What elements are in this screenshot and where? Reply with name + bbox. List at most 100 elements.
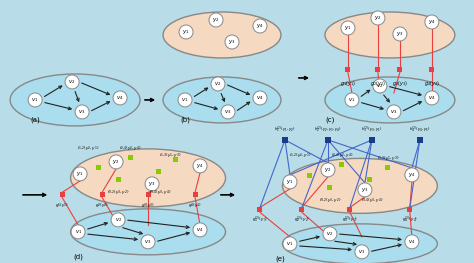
Bar <box>397 67 402 72</box>
Text: $g_3(y_3)$: $g_3(y_3)$ <box>141 201 155 209</box>
Text: $g_4(y_4)$: $g_4(y_4)$ <box>188 201 202 209</box>
Text: $y_1$: $y_1$ <box>76 170 84 178</box>
Bar <box>347 207 353 212</box>
Circle shape <box>253 91 267 105</box>
Bar <box>257 207 263 212</box>
Circle shape <box>221 105 235 119</box>
Ellipse shape <box>283 158 438 213</box>
Circle shape <box>225 35 239 49</box>
Text: $v_3$: $v_3$ <box>358 248 365 256</box>
Circle shape <box>341 21 355 35</box>
Circle shape <box>109 155 123 169</box>
Circle shape <box>345 93 359 107</box>
Text: $v_2$: $v_2$ <box>115 216 122 224</box>
Text: $v_3$: $v_3$ <box>145 238 152 246</box>
Text: $v_1$: $v_1$ <box>348 96 356 104</box>
Text: $g_2(y_2)$: $g_2(y_2)$ <box>95 201 109 209</box>
Text: $f_{2,4}(y_2,y_4)$: $f_{2,4}(y_2,y_4)$ <box>119 144 141 152</box>
Bar <box>417 137 423 143</box>
Ellipse shape <box>163 12 281 58</box>
Bar <box>367 177 373 182</box>
Text: (b): (b) <box>180 117 190 123</box>
Text: $f_{1,3}(y_1,y_3)$: $f_{1,3}(y_1,y_3)$ <box>159 151 181 159</box>
Text: $v_1$: $v_1$ <box>286 240 293 248</box>
Circle shape <box>355 245 369 259</box>
Ellipse shape <box>71 149 226 207</box>
Text: $y_4$: $y_4$ <box>196 162 204 170</box>
Text: $h_1^{(2)}(y_1,y_2)$: $h_1^{(2)}(y_1,y_2)$ <box>274 125 296 135</box>
Text: $g_4^{(2)}(y_4)$: $g_4^{(2)}(y_4)$ <box>402 215 418 225</box>
Bar <box>173 157 178 162</box>
Circle shape <box>178 93 192 107</box>
Bar <box>346 67 350 72</box>
Text: $y_2$: $y_2$ <box>112 158 120 166</box>
Circle shape <box>65 75 79 89</box>
Ellipse shape <box>283 224 438 263</box>
Circle shape <box>373 79 387 93</box>
Circle shape <box>358 183 372 197</box>
Text: $v_3$: $v_3$ <box>390 108 398 116</box>
Text: $g_4(y_4)$: $g_4(y_4)$ <box>424 79 440 88</box>
Bar <box>325 137 331 143</box>
Text: $f_{3,4}(y_3,y_4)$: $f_{3,4}(y_3,y_4)$ <box>361 196 383 204</box>
Text: $g_1(y_1)$: $g_1(y_1)$ <box>55 201 69 209</box>
Circle shape <box>323 227 337 241</box>
Text: $y_3$: $y_3$ <box>148 180 156 188</box>
Text: $h_4^{(2)}(y_4,y_5)$: $h_4^{(2)}(y_4,y_5)$ <box>409 125 431 135</box>
Ellipse shape <box>163 77 281 123</box>
Ellipse shape <box>71 209 226 255</box>
Text: $y_4$: $y_4$ <box>428 18 436 26</box>
Ellipse shape <box>325 12 455 58</box>
Bar <box>192 192 198 197</box>
Text: $v_4$: $v_4$ <box>116 94 124 102</box>
Text: $f_{1,3}(y_1,y_3)$: $f_{1,3}(y_1,y_3)$ <box>377 154 399 162</box>
Text: (c): (c) <box>325 117 335 123</box>
Text: (e): (e) <box>275 256 285 262</box>
Text: $g_3(y_3)$: $g_3(y_3)$ <box>392 79 408 88</box>
Circle shape <box>141 235 155 249</box>
Text: $v_2$: $v_2$ <box>68 78 76 86</box>
Circle shape <box>73 167 87 181</box>
Bar <box>339 162 345 167</box>
Text: $g_2(y_2)$: $g_2(y_2)$ <box>370 79 386 88</box>
Text: $g_2^{(2)}(y_2)$: $g_2^{(2)}(y_2)$ <box>294 215 310 225</box>
Text: $v_2$: $v_2$ <box>327 230 334 238</box>
Text: (d): (d) <box>73 254 83 260</box>
Ellipse shape <box>10 74 140 126</box>
Circle shape <box>28 93 42 107</box>
Text: $f_{3,4}(y_3,y_4)$: $f_{3,4}(y_3,y_4)$ <box>149 188 171 196</box>
Ellipse shape <box>325 77 455 123</box>
Circle shape <box>283 237 297 251</box>
Bar <box>308 173 312 178</box>
Text: $y_1$: $y_1$ <box>182 28 190 36</box>
Circle shape <box>283 175 297 189</box>
Circle shape <box>393 27 407 41</box>
Bar <box>155 169 161 174</box>
Bar <box>100 192 105 197</box>
Text: $h_3^{(2)}(y_3,y_1)$: $h_3^{(2)}(y_3,y_1)$ <box>361 125 383 135</box>
Text: $f_{1,2}(y_2,y_1)$: $f_{1,2}(y_2,y_1)$ <box>289 151 311 159</box>
Bar <box>282 137 288 143</box>
Bar <box>300 207 304 212</box>
Circle shape <box>211 77 225 91</box>
Bar <box>328 185 332 190</box>
Circle shape <box>253 19 267 33</box>
Bar <box>116 177 120 182</box>
Text: $y_3$: $y_3$ <box>228 38 236 46</box>
Text: $f_{3,2}(y_3,y_2)$: $f_{3,2}(y_3,y_2)$ <box>319 196 341 204</box>
Bar <box>375 67 381 72</box>
Text: $y_2$: $y_2$ <box>374 14 382 22</box>
Circle shape <box>371 11 385 25</box>
Bar <box>369 137 375 143</box>
Bar <box>385 165 391 170</box>
Circle shape <box>75 105 89 119</box>
Bar <box>60 192 64 197</box>
Text: $v_2$: $v_2$ <box>214 80 222 88</box>
Text: (a): (a) <box>30 117 40 123</box>
Text: $y_3$: $y_3$ <box>396 30 404 38</box>
Circle shape <box>209 13 223 27</box>
Circle shape <box>405 168 419 182</box>
Circle shape <box>145 177 159 191</box>
Bar <box>429 67 434 72</box>
Text: $v_4$: $v_4$ <box>196 226 204 234</box>
